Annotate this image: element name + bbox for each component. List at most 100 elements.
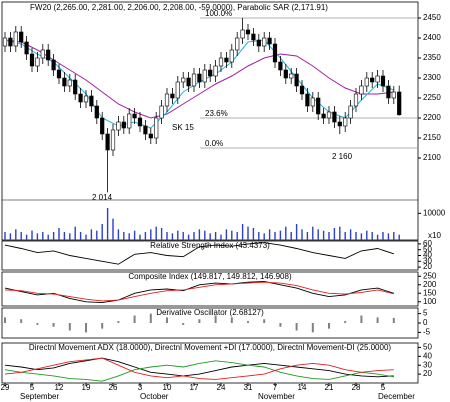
oscillator-bar <box>392 317 395 323</box>
oscillator-bar <box>166 317 168 323</box>
x-tick-label: 19 <box>82 383 91 392</box>
candle-body <box>316 97 321 115</box>
oscillator-bar <box>198 319 201 323</box>
y-tick-label: 200 <box>423 280 437 289</box>
annotation: 2 160 <box>332 152 353 161</box>
volume-bar <box>295 224 298 240</box>
oscillator-bar <box>279 323 282 327</box>
oscillator-bar <box>101 323 104 329</box>
candle-body <box>154 117 159 139</box>
oscillator-bar <box>133 315 136 323</box>
y-tick-label: 10000 <box>423 208 446 217</box>
candle-body <box>218 57 224 67</box>
oscillator-bar <box>36 323 39 325</box>
volume-bar <box>52 232 55 240</box>
y-tick-label: 20 <box>423 262 432 271</box>
volume-bar <box>279 230 282 240</box>
y-tick-label: 2100 <box>423 153 441 162</box>
candle-body <box>305 93 310 107</box>
candle-body <box>105 133 110 151</box>
volume-bar <box>69 233 71 240</box>
volume-bar <box>268 229 271 240</box>
oscillator-bar <box>376 317 379 323</box>
y-tick-label: 60 <box>423 239 432 248</box>
volume-bar <box>371 232 373 240</box>
candle-body <box>40 49 45 59</box>
oscillator-bar <box>20 319 23 323</box>
candle-body <box>310 97 315 107</box>
x-tick-label: 17 <box>190 383 199 392</box>
candle-body <box>8 37 13 47</box>
candle-body <box>24 41 29 55</box>
indicator-line <box>4 280 394 304</box>
volume-bar <box>36 233 39 240</box>
volume-bar <box>85 234 87 240</box>
volume-bar <box>58 228 60 240</box>
candle-body <box>251 33 256 41</box>
volume-bar <box>382 232 384 240</box>
candle-body <box>148 133 153 139</box>
candle-body <box>370 77 375 83</box>
panel-frame <box>1 271 419 307</box>
candle-body <box>353 93 359 107</box>
indicator-line <box>4 360 394 382</box>
candle-body <box>110 129 116 151</box>
candle-body <box>29 53 35 67</box>
indicator-line <box>4 242 394 265</box>
volume-bar <box>258 232 260 240</box>
volume-bar <box>166 232 168 240</box>
volume-bar <box>20 232 22 240</box>
volume-bar <box>220 234 222 240</box>
volume-bar <box>117 229 120 240</box>
volume-bar <box>236 232 238 240</box>
indicator-line <box>4 357 394 378</box>
volume-bar <box>63 232 66 240</box>
panel-frame <box>1 342 419 384</box>
candle-body <box>13 31 18 47</box>
candle-body <box>159 105 164 119</box>
x-tick-label: 12 <box>55 383 64 392</box>
oscillator-bar <box>263 319 266 323</box>
candle-body <box>321 113 326 119</box>
x-tick-label: 7 <box>273 383 278 392</box>
candle-body <box>283 69 288 79</box>
x-tick-label: 5 <box>30 383 35 392</box>
x-tick-label: 24 <box>217 383 226 392</box>
volume-bar <box>155 226 157 240</box>
y-tick-label: 100 <box>423 297 437 306</box>
panel-title: Relative Strength Index (43.4373) <box>150 241 270 250</box>
oscillator-bar <box>214 315 217 323</box>
volume-bar <box>376 234 379 240</box>
volume-bar <box>263 233 265 240</box>
chart-title: FW20 (2,265.00, 2,281.00, 2,206.00, 2,20… <box>30 3 328 12</box>
candle-body <box>164 93 170 107</box>
y-tick-label: -5 <box>423 327 431 336</box>
volume-bar <box>133 230 136 240</box>
oscillator-bar <box>344 321 347 323</box>
volume-unit: x10 <box>428 231 441 240</box>
candle-body <box>348 105 353 119</box>
candle-body <box>67 79 72 87</box>
oscillator-bar <box>230 317 233 323</box>
candle-body <box>267 37 272 45</box>
annotation: SK 15 <box>172 123 194 132</box>
y-tick-label: 40 <box>423 251 432 260</box>
candle-body <box>175 81 180 99</box>
volume-bar <box>160 228 163 240</box>
x-tick-label: 5 <box>381 383 386 392</box>
candle-body <box>100 117 105 135</box>
volume-bar <box>231 230 233 240</box>
candle-body <box>359 85 364 95</box>
candle-body <box>132 113 137 119</box>
oscillator-bar <box>4 317 6 323</box>
oscillator-bar <box>328 323 330 329</box>
volume-bar <box>193 232 195 240</box>
fib-label: 23.6% <box>205 109 228 118</box>
volume-bar <box>177 230 179 240</box>
candle-body <box>83 95 89 103</box>
volume-bar <box>42 232 44 240</box>
panel-title: Derivative Oscillator (2.68127) <box>156 308 264 317</box>
volume-bar <box>355 232 357 240</box>
oscillator-bar <box>85 323 87 333</box>
